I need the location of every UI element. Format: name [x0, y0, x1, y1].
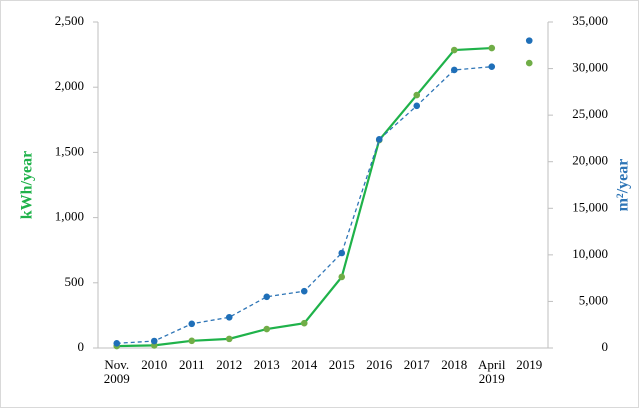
y2-tick-label: 15,000 [572, 199, 608, 214]
data-point [263, 293, 271, 301]
data-point [488, 63, 496, 71]
x-tick-label: 2012 [216, 357, 243, 372]
data-point [375, 136, 383, 143]
data-point [225, 335, 233, 343]
y2-tick-label: 30,000 [572, 60, 608, 75]
x-tick-label: 2017 [403, 357, 430, 372]
y2-tick-label: 20,000 [572, 153, 608, 168]
y-tick-label: 500 [65, 274, 85, 289]
y-tick-label: 0 [78, 339, 85, 354]
x-tick-label: 2016 [366, 357, 393, 372]
data-point [300, 287, 308, 295]
y2-tick-label: 10,000 [572, 246, 608, 261]
y2-tick-label: 25,000 [572, 106, 608, 121]
x-tick-label: 2014 [291, 357, 318, 372]
y-tick-label: 1,500 [55, 143, 84, 158]
data-point [113, 340, 121, 347]
y2-tick-label: 5,000 [579, 292, 608, 307]
data-point [413, 102, 421, 110]
x-tick-label: 2010 [141, 357, 168, 372]
data-point [263, 325, 271, 333]
y-tick-label: 2,500 [55, 13, 84, 28]
x-tick-label: 2019 [516, 357, 543, 372]
x-tick-label: 2011 [178, 357, 205, 372]
data-point [300, 319, 308, 327]
y2-tick-label: 35,000 [572, 13, 608, 28]
x-tick-label: April 2019 [478, 357, 506, 386]
y-tick-label: 1,000 [55, 209, 84, 224]
x-tick-label: Nov. 2009 [103, 357, 130, 386]
data-point [525, 59, 533, 67]
y-tick-label: 2,000 [55, 78, 84, 93]
data-point [525, 37, 533, 44]
data-point [338, 249, 346, 257]
data-point [338, 273, 346, 281]
data-point [225, 313, 233, 321]
data-point [413, 91, 421, 99]
y2-tick-label: 0 [602, 339, 609, 354]
data-point [188, 320, 196, 328]
x-tick-label: 2015 [328, 357, 355, 372]
data-point [488, 44, 496, 52]
x-tick-label: 2018 [441, 357, 468, 372]
data-point [188, 337, 196, 345]
x-tick-label: 2013 [253, 357, 280, 372]
y-axis-label: kWh/year [19, 151, 36, 219]
data-point [450, 46, 458, 54]
y2-axis-label: m²/year [615, 159, 632, 212]
data-point [150, 337, 158, 345]
data-point [450, 66, 458, 74]
